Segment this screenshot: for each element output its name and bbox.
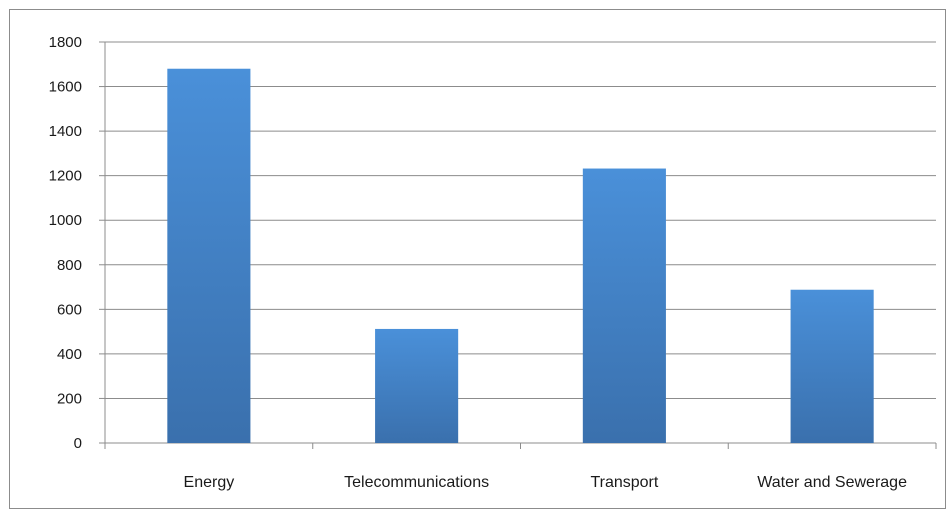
y-tick-label: 400 [57,346,82,363]
y-tick-label: 1400 [49,123,82,140]
y-tick-label: 600 [57,301,82,318]
bar-telecommunications [375,328,459,443]
x-category-label: Water and Sewerage [757,474,907,491]
bar-energy [167,68,251,443]
y-tick-label: 1000 [49,212,82,229]
bar-transport [582,168,666,443]
y-tick-label: 0 [74,435,82,452]
bars [167,68,874,443]
y-tick-label: 800 [57,257,82,274]
chart-frame [9,9,946,509]
y-tick-label: 1200 [49,168,82,185]
labels: 0 200 400 600 800 1000 1200 1400 1600 1800 Energy T… [49,34,907,491]
y-tick-label: 200 [57,390,82,407]
y-tick-label: 1800 [49,34,82,51]
x-category-label: Transport [590,474,658,491]
x-category-label: Telecommunications [344,474,489,491]
bar-water-and-sewerage [790,289,874,443]
x-category-label: Energy [184,474,235,491]
y-tick-label: 1600 [49,79,82,96]
